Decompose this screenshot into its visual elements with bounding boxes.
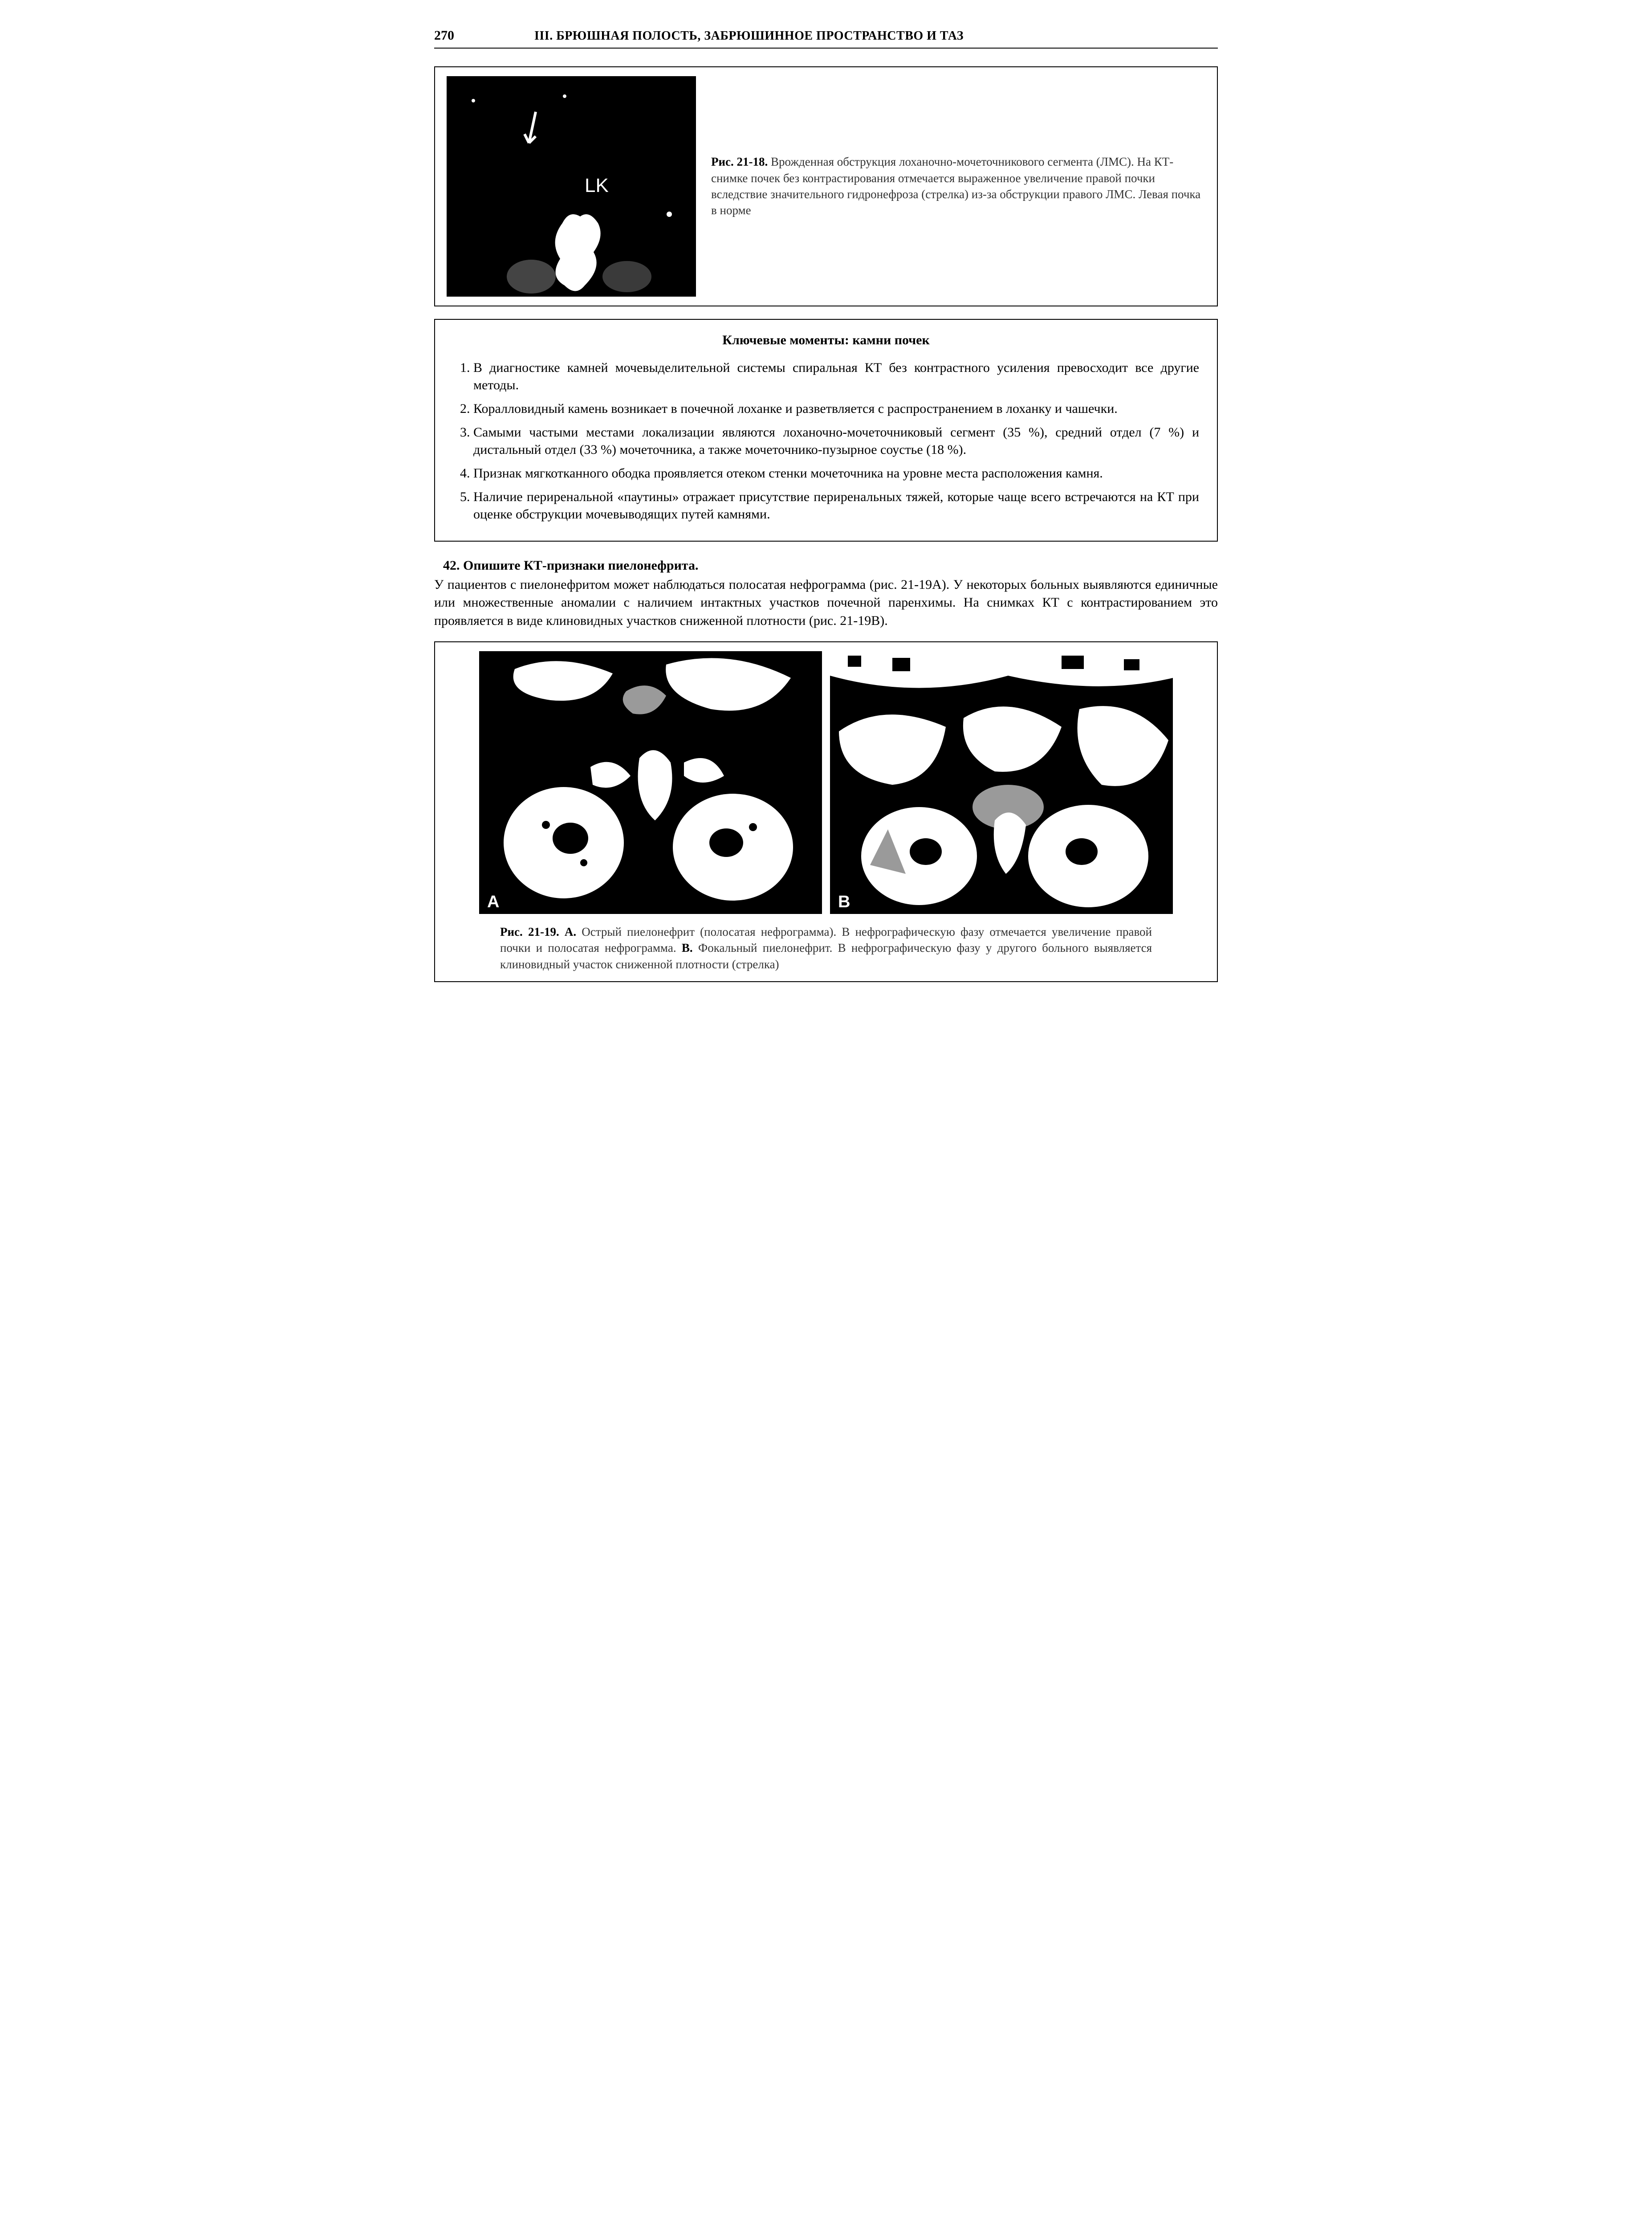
lk-label: LK <box>585 175 609 196</box>
figure-21-18-caption: Рис. 21-18. Врожденная обструкция лохано… <box>711 154 1205 219</box>
key-points-box: Ключевые моменты: камни почек В диагност… <box>434 319 1218 542</box>
key-point-item: Коралловидный камень возникает в почечно… <box>473 400 1199 417</box>
page-number: 270 <box>434 27 454 45</box>
ct-scan-image-21-19a: A <box>479 651 822 914</box>
ct-scan-image-21-19b: B <box>830 651 1173 914</box>
figure-21-19-label-b: В. <box>682 941 693 954</box>
key-point-item: Наличие периренальной «паутины» отражает… <box>473 488 1199 523</box>
key-point-item: Самыми частыми местами локализации являю… <box>473 424 1199 458</box>
question-42-body: У пациентов с пиелонефритом может наблюд… <box>434 576 1218 630</box>
figure-21-18-box: LK Рис. 21-18. Врожденная обструкция лох… <box>434 66 1218 306</box>
figure-21-18-label: Рис. 21-18. <box>711 155 768 168</box>
figure-21-19-label-a: Рис. 21-19. А. <box>500 925 576 938</box>
running-header: 270 III. БРЮШНАЯ ПОЛОСТЬ, ЗАБРЮШИННОЕ ПР… <box>434 27 1218 49</box>
figure-21-19-box: A <box>434 641 1218 982</box>
key-points-title: Ключевые моменты: камни почек <box>453 331 1199 350</box>
figure-21-19-caption: Рис. 21-19. А. Острый пиелонефрит (полос… <box>500 924 1152 972</box>
key-point-item: В диагностике камней мочевыделительной с… <box>473 359 1199 394</box>
panel-a-label: A <box>487 893 499 911</box>
key-point-item: Признак мягкотканного ободка проявляется… <box>473 465 1199 482</box>
figure-21-19-images: A <box>447 651 1205 914</box>
section-title: III. БРЮШНАЯ ПОЛОСТЬ, ЗАБРЮШИННОЕ ПРОСТР… <box>534 28 1218 45</box>
question-42-heading: 42. Опишите КТ-признаки пиелонефрита. <box>443 557 1218 575</box>
panel-b-label: B <box>838 893 850 911</box>
key-points-list: В диагностике камней мочевыделительной с… <box>453 359 1199 523</box>
figure-21-18: LK Рис. 21-18. Врожденная обструкция лох… <box>447 76 1205 297</box>
ct-scan-image-21-18: LK <box>447 76 696 297</box>
figure-21-18-caption-text: Врожденная обструкция лоханочно-мочеточн… <box>711 155 1200 217</box>
page-root: 270 III. БРЮШНАЯ ПОЛОСТЬ, ЗАБРЮШИННОЕ ПР… <box>434 27 1218 982</box>
